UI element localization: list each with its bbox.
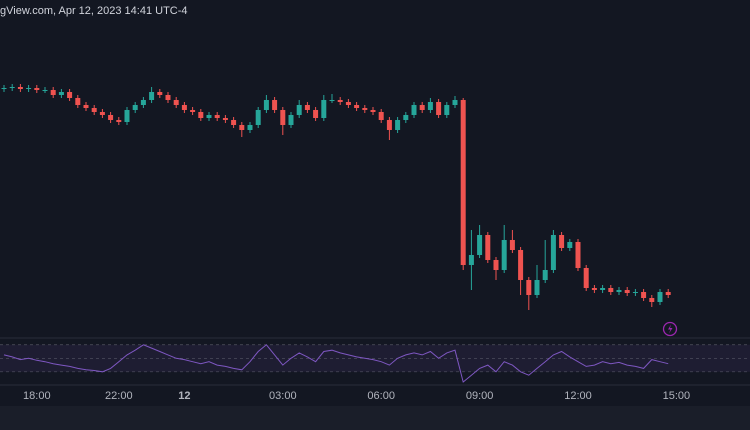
candle-body xyxy=(337,100,343,102)
candle-body xyxy=(624,290,630,293)
candle-body xyxy=(370,110,376,112)
x-tick-label: 18:00 xyxy=(23,390,51,402)
candle-body xyxy=(272,100,278,110)
candle-body xyxy=(247,125,253,130)
candle-body xyxy=(542,270,548,280)
candle-body xyxy=(485,235,491,260)
candle-body xyxy=(452,100,458,105)
candle-body xyxy=(444,105,450,115)
candle-body xyxy=(616,290,622,292)
candle-body xyxy=(649,298,655,302)
candle-body xyxy=(559,235,565,248)
candle-body xyxy=(313,110,319,118)
candle-body xyxy=(665,292,671,295)
candle-body xyxy=(657,292,663,302)
candle-body xyxy=(509,240,515,250)
candle-body xyxy=(108,115,114,120)
candle-body xyxy=(600,288,606,290)
alert-icon[interactable] xyxy=(662,321,678,337)
candle-body xyxy=(345,102,351,105)
candle-body xyxy=(288,115,294,125)
candle-body xyxy=(206,115,212,118)
candle-body xyxy=(362,108,368,110)
candle-body xyxy=(296,105,302,115)
x-tick-label: 12:00 xyxy=(564,390,592,402)
candle-body xyxy=(436,102,442,115)
candle-body xyxy=(304,105,310,110)
x-tick-label: 15:00 xyxy=(663,390,691,402)
candle-body xyxy=(526,280,532,295)
candle-body xyxy=(9,87,15,88)
candle-body xyxy=(50,90,56,95)
candle-body xyxy=(91,108,97,112)
candle-body xyxy=(116,120,122,122)
candle-body xyxy=(632,292,638,293)
candle-body xyxy=(198,112,204,118)
candle-body xyxy=(239,125,245,130)
candle-body xyxy=(34,88,40,90)
candle-body xyxy=(386,120,392,130)
x-tick-label: 09:00 xyxy=(466,390,494,402)
candle-body xyxy=(608,288,614,292)
candle-body xyxy=(460,100,466,265)
rsi-line xyxy=(3,344,669,383)
candle-body xyxy=(395,120,401,130)
candle-body xyxy=(575,242,581,268)
candle-body xyxy=(354,105,360,108)
x-tick-label: 03:00 xyxy=(269,390,297,402)
candle-body xyxy=(493,260,499,270)
candle-body xyxy=(67,92,73,98)
candle-body xyxy=(329,100,335,101)
candle-body xyxy=(567,242,573,248)
candle-body xyxy=(83,105,89,108)
header-text: gView.com, Apr 12, 2023 14:41 UTC-4 xyxy=(0,5,188,17)
candle-body xyxy=(583,268,589,288)
candle-body xyxy=(591,288,597,290)
candle-body xyxy=(255,110,261,125)
candle-body xyxy=(411,105,417,115)
candle-body xyxy=(468,255,474,265)
candle-body xyxy=(42,90,48,91)
candle-body xyxy=(58,92,64,95)
candle-body xyxy=(280,110,286,125)
candle-body xyxy=(214,115,220,118)
candle-body xyxy=(75,98,81,105)
candle-body xyxy=(427,102,433,110)
candle-body xyxy=(17,87,23,89)
candle-body xyxy=(1,88,7,89)
candle-body xyxy=(132,105,138,110)
candle-body xyxy=(181,105,187,110)
candle-body xyxy=(501,240,507,270)
candle-body xyxy=(165,95,171,100)
candle-body xyxy=(157,92,163,95)
candle-body xyxy=(534,280,540,295)
footer-strip xyxy=(0,406,750,430)
candle-body xyxy=(263,100,269,110)
candle-body xyxy=(518,250,524,280)
x-tick-label: 22:00 xyxy=(105,390,133,402)
candle-body xyxy=(140,100,146,105)
candle-body xyxy=(124,110,130,122)
candle-body xyxy=(99,112,105,115)
candle-body xyxy=(26,88,32,89)
candle-body xyxy=(550,235,556,270)
candle-body xyxy=(222,118,228,120)
x-tick-label: 12 xyxy=(178,390,190,402)
candle-body xyxy=(477,235,483,255)
candle-body xyxy=(641,292,647,298)
candle-body xyxy=(190,110,196,112)
candle-body xyxy=(378,112,384,120)
candle-body xyxy=(173,100,179,105)
candle-body xyxy=(403,115,409,120)
candle-body xyxy=(231,120,237,125)
x-tick-label: 06:00 xyxy=(367,390,395,402)
candle-body xyxy=(321,100,327,118)
candle-body xyxy=(419,105,425,110)
candle-body xyxy=(149,92,155,100)
